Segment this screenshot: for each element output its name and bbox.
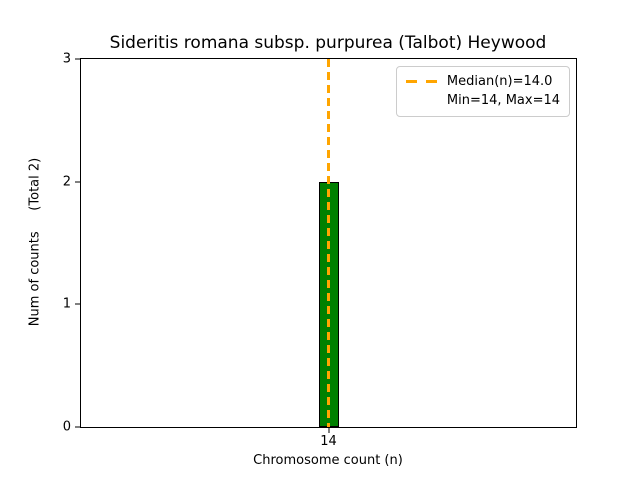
y-tick-mark [75,181,80,183]
legend-median-label: Median(n)=14.0 [446,74,553,89]
median-line [327,59,330,427]
x-tick-mark [328,428,329,433]
y-tick-label: 1 [62,296,71,312]
y-tick-label: 0 [62,419,71,435]
chart-title: Sideritis romana subsp. purpurea (Talbot… [109,33,547,53]
plot-area: Median(n)=14.0 Min=14, Max=14 0 1 2 3 14 [63,52,577,449]
legend-median-dash-icon [405,80,437,83]
y-tick-mark [75,303,80,305]
y-tick-mark [75,426,80,428]
y-tick-label: 3 [62,51,71,67]
legend: Median(n)=14.0 Min=14, Max=14 [395,66,570,117]
legend-entry-median: Median(n)=14.0 [405,72,560,91]
y-tick-mark [75,58,80,60]
y-axis-label: Num of counts (Total 2) [27,157,43,327]
legend-minmax-label: Min=14, Max=14 [446,93,560,108]
legend-empty-handle [406,99,437,102]
x-axis-label: Chromosome count (n) [253,453,403,468]
y-tick-label: 2 [62,174,71,190]
legend-entry-minmax: Min=14, Max=14 [406,91,560,110]
x-tick-label: 14 [320,434,337,449]
